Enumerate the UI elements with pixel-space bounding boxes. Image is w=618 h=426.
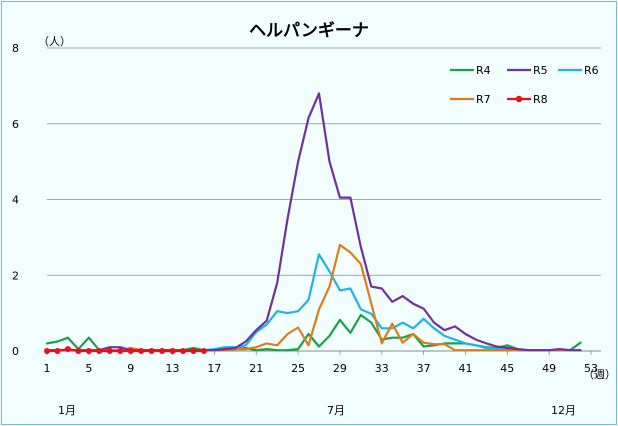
x-tick-label: 1 — [44, 362, 51, 375]
x-axis-unit-label: （週） — [583, 368, 616, 381]
series-point-r8 — [200, 348, 207, 354]
legend: R4 R5 R6 R7 R8 — [450, 64, 599, 106]
axes: 0 2 4 6 8 1 5 9 13 17 21 25 29 33 37 41 45 49 53 — [12, 42, 601, 375]
x-tick-label: 49 — [542, 362, 556, 375]
x-tick-label: 37 — [417, 362, 431, 375]
series-lines — [44, 92, 582, 354]
x-tick-label: 29 — [333, 362, 347, 375]
legend-label-r8: R8 — [533, 93, 548, 106]
series-point-r8 — [127, 348, 134, 354]
x-tick-label: 9 — [127, 362, 134, 375]
month-label-jul: 7月 — [327, 404, 345, 417]
series-point-r8 — [169, 348, 176, 354]
legend-label-r4: R4 — [476, 64, 491, 77]
x-tick-label: 53 — [584, 362, 598, 375]
legend-label-r6: R6 — [584, 64, 599, 77]
y-tick-label: 0 — [12, 345, 19, 358]
series-point-r8 — [54, 348, 61, 354]
chart-title: ヘルパンギーナ — [249, 21, 369, 41]
series-line-r4 — [45, 313, 582, 352]
series-point-r8 — [44, 348, 50, 354]
y-tick-label: 8 — [12, 42, 19, 55]
series-point-r8 — [148, 348, 155, 354]
y-tick-label: 4 — [12, 194, 19, 207]
series-point-r8 — [117, 348, 124, 354]
series-point-r8 — [75, 348, 82, 354]
legend-label-r7: R7 — [476, 93, 491, 106]
series-line-r5 — [45, 92, 582, 352]
series-line-r8 — [45, 348, 205, 353]
series-line-r6 — [45, 253, 582, 352]
y-tick-label: 6 — [12, 118, 19, 131]
series-point-r8 — [106, 348, 113, 354]
y-axis-unit-label: （人） — [38, 35, 71, 48]
legend-marker-r8 — [515, 95, 523, 103]
x-tick-label: 5 — [85, 362, 92, 375]
legend-label-r5: R5 — [533, 64, 548, 77]
series-point-r8 — [138, 348, 145, 354]
series-point-r8 — [96, 348, 103, 354]
series-point-r8 — [190, 348, 197, 354]
month-label-dec: 12月 — [551, 404, 576, 417]
x-tick-label: 13 — [166, 362, 180, 375]
x-tick-label: 21 — [249, 362, 263, 375]
series-point-r8 — [64, 346, 71, 353]
gridlines — [47, 47, 601, 276]
x-tick-label: 33 — [375, 362, 389, 375]
series-point-r8 — [180, 348, 186, 354]
x-tick-label: 45 — [500, 362, 514, 375]
series-line-r7 — [45, 243, 582, 352]
x-tick-label: 25 — [291, 362, 305, 375]
x-tick-label: 41 — [458, 362, 472, 375]
y-tick-label: 2 — [12, 269, 19, 282]
series-point-r8 — [159, 348, 166, 354]
x-tick-label: 17 — [207, 362, 221, 375]
month-label-jan: 1月 — [58, 404, 76, 417]
series-point-r8 — [85, 348, 92, 354]
